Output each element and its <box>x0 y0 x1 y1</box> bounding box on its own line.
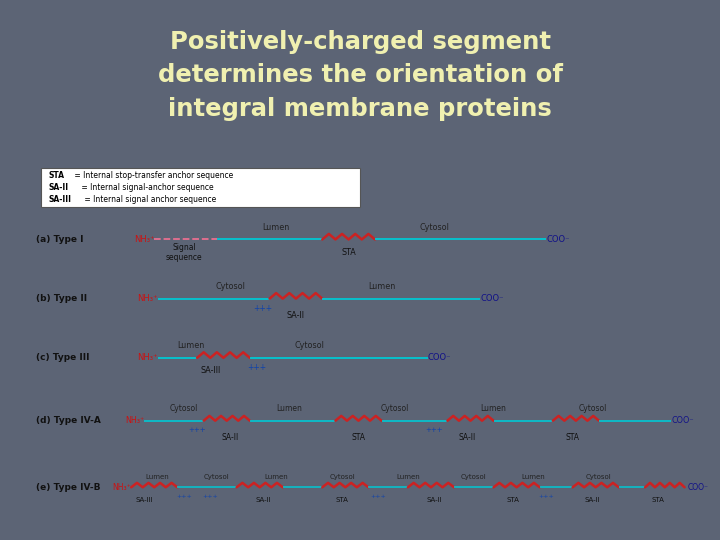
Text: (d) Type IV-A: (d) Type IV-A <box>36 416 101 425</box>
Text: SA-II: SA-II <box>287 311 305 320</box>
Text: NH₃⁺: NH₃⁺ <box>137 294 158 303</box>
Text: NH₃⁺: NH₃⁺ <box>112 483 131 492</box>
Text: Lumen: Lumen <box>481 404 506 413</box>
Text: SA-II: SA-II <box>459 433 476 442</box>
Text: SA-II: SA-II <box>49 183 69 192</box>
Text: COO⁻: COO⁻ <box>428 353 451 362</box>
Text: STA: STA <box>336 497 348 503</box>
Text: Cytosol: Cytosol <box>170 404 198 413</box>
Text: +++: +++ <box>539 494 554 499</box>
Text: (c) Type III: (c) Type III <box>36 353 89 362</box>
FancyBboxPatch shape <box>41 168 360 207</box>
Text: Cytosol: Cytosol <box>419 223 449 232</box>
Text: Cytosol: Cytosol <box>586 474 612 480</box>
Text: (e) Type IV-B: (e) Type IV-B <box>36 483 100 492</box>
Text: COO⁻: COO⁻ <box>672 416 694 425</box>
Text: Lumen: Lumen <box>276 404 302 413</box>
Text: +++: +++ <box>247 362 266 372</box>
Text: +++: +++ <box>426 427 443 433</box>
Text: Lumen: Lumen <box>368 282 395 291</box>
Text: = Internal signal-anchor sequence: = Internal signal-anchor sequence <box>78 183 213 192</box>
Text: SA-II: SA-II <box>255 497 271 503</box>
Text: SA-II: SA-II <box>426 497 442 503</box>
Text: STA: STA <box>566 433 580 442</box>
Text: Signal
sequence: Signal sequence <box>166 242 202 262</box>
Text: STA: STA <box>341 248 356 257</box>
Text: Cytosol: Cytosol <box>461 474 487 480</box>
Text: NH₃⁺: NH₃⁺ <box>137 353 158 362</box>
Text: Lumen: Lumen <box>177 341 204 350</box>
Text: +++: +++ <box>202 494 218 499</box>
Text: Lumen: Lumen <box>396 474 420 480</box>
Text: COO⁻: COO⁻ <box>480 294 504 303</box>
Text: SA-III: SA-III <box>49 195 72 204</box>
Text: Lumen: Lumen <box>145 474 169 480</box>
Text: SA-II: SA-II <box>585 497 600 503</box>
Text: COO⁻: COO⁻ <box>688 483 709 492</box>
Text: = Internal signal anchor sequence: = Internal signal anchor sequence <box>82 195 216 204</box>
Text: (b) Type II: (b) Type II <box>36 294 87 303</box>
Text: (a) Type I: (a) Type I <box>36 235 84 244</box>
Text: SA-III: SA-III <box>200 366 220 375</box>
Text: SA-II: SA-II <box>222 433 238 442</box>
Text: +++: +++ <box>189 427 206 433</box>
Text: +++: +++ <box>253 305 273 314</box>
Text: SA-III: SA-III <box>135 497 153 503</box>
Text: Cytosol: Cytosol <box>215 282 245 291</box>
Text: +++: +++ <box>176 494 192 499</box>
Text: +++: +++ <box>370 494 386 499</box>
Text: Lumen: Lumen <box>264 474 288 480</box>
Text: NH₃⁺: NH₃⁺ <box>134 235 154 244</box>
Text: NH₃⁺: NH₃⁺ <box>125 416 145 425</box>
Text: Lumen: Lumen <box>263 223 289 232</box>
Text: Cytosol: Cytosol <box>329 474 355 480</box>
Text: Cytosol: Cytosol <box>381 404 409 413</box>
Text: STA: STA <box>507 497 520 503</box>
Text: STA: STA <box>652 497 665 503</box>
Text: Cytosol: Cytosol <box>294 341 324 350</box>
Text: Cytosol: Cytosol <box>578 404 606 413</box>
Text: STA: STA <box>351 433 366 442</box>
Text: STA: STA <box>49 171 65 180</box>
Text: Lumen: Lumen <box>521 474 545 480</box>
Text: = Internal stop-transfer anchor sequence: = Internal stop-transfer anchor sequence <box>72 171 233 180</box>
Text: COO⁻: COO⁻ <box>546 235 570 244</box>
Text: Cytosol: Cytosol <box>204 474 230 480</box>
Text: Positively-charged segment
determines the orientation of
integral membrane prote: Positively-charged segment determines th… <box>158 30 562 120</box>
